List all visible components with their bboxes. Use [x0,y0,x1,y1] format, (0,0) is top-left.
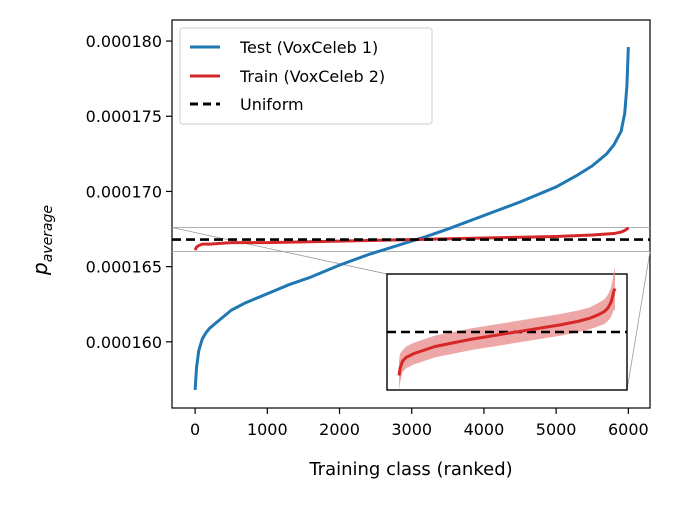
legend: Test (VoxCeleb 1) Train (VoxCeleb 2) Uni… [179,27,433,125]
x-tick-label: 0 [190,420,200,439]
inset-train-band [399,266,615,390]
x-tick-label: 3000 [391,420,432,439]
x-tick-label: 1000 [247,420,288,439]
legend-box [179,27,433,125]
y-tick-label: 0.000165 [86,258,162,277]
y-axis-title-sub: average [40,205,56,262]
legend-label-uniform: Uniform [240,95,304,114]
x-tick-label: 6000 [608,420,649,439]
y-tick-label: 0.000180 [86,32,162,51]
y-axis-title-main: p [28,262,52,276]
inset-layer [386,266,628,391]
inset-train-line [397,287,617,376]
y-axis: 0.000160 0.000165 0.000170 0.000175 0.000180 [86,32,172,352]
test-series-line [193,47,630,391]
x-tick-label: 5000 [536,420,577,439]
x-tick-label: 4000 [464,420,505,439]
x-axis: 0 1000 2000 3000 4000 5000 6000 [190,408,649,439]
y-axis-title: paverage [28,205,56,276]
y-tick-label: 0.000170 [86,182,162,201]
legend-label-train: Train (VoxCeleb 2) [239,67,385,86]
series-layer [171,47,651,391]
zoom-connector-left [171,227,388,275]
x-axis-title: Training class (ranked) [308,459,512,480]
zoom-connector-right [626,251,651,391]
y-tick-label: 0.000160 [86,333,162,352]
legend-label-test: Test (VoxCeleb 1) [239,38,378,57]
x-tick-label: 2000 [319,420,360,439]
y-tick-label: 0.000175 [86,107,162,126]
